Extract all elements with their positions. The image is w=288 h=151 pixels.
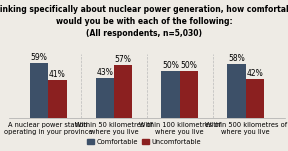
Bar bbox=[114, 65, 132, 118]
Bar bbox=[96, 78, 114, 118]
Bar bbox=[30, 63, 48, 118]
Bar bbox=[48, 80, 67, 118]
Text: 59%: 59% bbox=[31, 53, 47, 62]
Text: 50%: 50% bbox=[162, 61, 179, 70]
Text: 41%: 41% bbox=[49, 70, 66, 79]
Bar bbox=[161, 71, 180, 118]
Text: 43%: 43% bbox=[96, 68, 113, 77]
Bar bbox=[180, 71, 198, 118]
Text: 50%: 50% bbox=[181, 61, 198, 70]
Text: 57%: 57% bbox=[115, 55, 132, 64]
Text: 42%: 42% bbox=[247, 69, 263, 78]
Bar bbox=[227, 64, 246, 118]
Text: 58%: 58% bbox=[228, 54, 245, 63]
Legend: Comfortable, Uncomfortable: Comfortable, Uncomfortable bbox=[84, 136, 204, 148]
Text: Thinking specifically about nuclear power generation, how comfortable
would you : Thinking specifically about nuclear powe… bbox=[0, 5, 288, 38]
Bar bbox=[246, 79, 264, 118]
